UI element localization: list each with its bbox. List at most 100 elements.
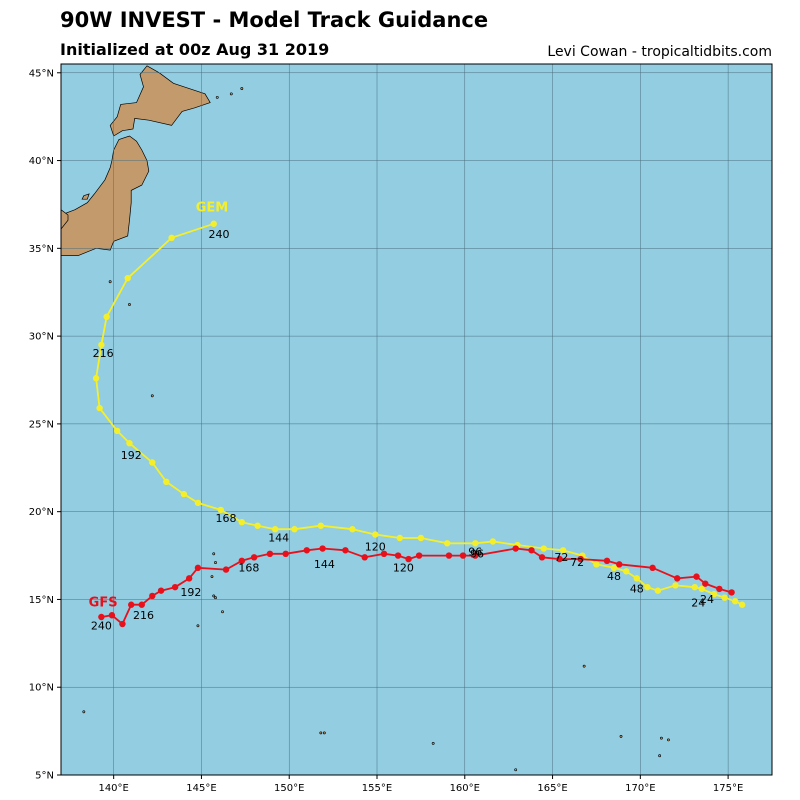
- islet: [514, 768, 518, 772]
- page-title: 90W INVEST - Model Track Guidance: [60, 8, 489, 32]
- gem-forecast-hour-label: 48: [630, 582, 644, 595]
- gem-track-point: [349, 526, 356, 533]
- gfs-model-label: GFS: [89, 595, 118, 610]
- gfs-track-point: [157, 587, 165, 594]
- islet: [322, 731, 326, 735]
- gem-forecast-hour-label: 24: [691, 596, 705, 609]
- gfs-forecast-hour-label: 96: [470, 547, 484, 560]
- land-polygon: [61, 209, 69, 230]
- islet: [319, 731, 323, 735]
- credit-text: Levi Cowan - tropicaltidbits.com: [547, 44, 772, 60]
- islet: [667, 738, 670, 742]
- gem-track-point: [623, 568, 630, 575]
- gfs-track-point: [266, 550, 274, 557]
- gem-forecast-hour-label: 216: [93, 347, 114, 360]
- x-tick-label: 160°E: [450, 783, 480, 794]
- gfs-forecast-hour-label: 48: [607, 570, 621, 583]
- gfs-track-point: [149, 592, 156, 600]
- x-tick-label: 140°E: [98, 783, 128, 794]
- gem-track-point: [168, 234, 175, 241]
- gem-track-point: [610, 564, 618, 572]
- gfs-forecast-hour-label: 24: [700, 593, 714, 606]
- gfs-track-point: [556, 555, 563, 563]
- gem-track-point: [194, 499, 202, 507]
- gfs-track-point: [138, 601, 145, 608]
- gem-track-point: [113, 427, 121, 435]
- islet: [210, 575, 214, 579]
- gem-forecast-hour-label: 120: [365, 540, 386, 553]
- gfs-forecast-hour-label: 216: [133, 609, 154, 622]
- gfs-forecast-hour-label: 192: [180, 586, 201, 599]
- gfs-track-point: [649, 564, 656, 572]
- gem-track-point: [559, 547, 567, 554]
- y-tick-label: 5°N: [35, 771, 54, 782]
- gfs-track-point: [171, 583, 179, 591]
- init-time-subtitle: Initialized at 00z Aug 31 2019: [60, 40, 330, 59]
- x-tick-label: 150°E: [274, 783, 304, 794]
- islet: [582, 664, 586, 668]
- gfs-track-point: [342, 547, 349, 554]
- gem-track-point: [593, 561, 600, 568]
- islet: [214, 596, 217, 600]
- gem-track-point: [103, 313, 110, 320]
- gem-track-point: [633, 575, 641, 582]
- islet: [221, 610, 224, 614]
- gem-model-label: GEM: [196, 200, 229, 215]
- gfs-track-point: [459, 552, 467, 559]
- islet: [82, 710, 86, 714]
- gem-track-point: [271, 526, 279, 533]
- gfs-track-point: [394, 552, 402, 559]
- islet: [658, 754, 662, 758]
- islet: [108, 280, 112, 284]
- gfs-track-point: [222, 566, 230, 573]
- track-layer: [92, 220, 746, 628]
- map-frame: [60, 63, 773, 776]
- gfs-track-point: [361, 554, 368, 561]
- gfs-track-point: [98, 613, 105, 621]
- gem-forecast-hour-label: 144: [268, 532, 289, 545]
- y-tick-label: 35°N: [29, 244, 54, 255]
- gem-track-point: [472, 540, 479, 547]
- gem-track-point: [691, 583, 698, 591]
- gem-track-point: [644, 583, 651, 591]
- land-polygon: [81, 193, 90, 200]
- gfs-track-point: [194, 564, 202, 572]
- gem-forecast-hour-label: 168: [216, 512, 237, 525]
- y-tick-label: 20°N: [29, 507, 54, 518]
- islet: [660, 736, 663, 740]
- gfs-track-point: [250, 554, 258, 561]
- gem-track-point: [254, 522, 261, 529]
- gfs-forecast-hour-label: 240: [91, 619, 112, 632]
- islet: [431, 742, 435, 745]
- y-tick-label: 40°N: [29, 156, 54, 167]
- track-label-layer: 24487296120144168192216240GEM24487296120…: [89, 200, 714, 632]
- gem-track-point: [698, 585, 705, 593]
- gem-track-point: [444, 540, 451, 547]
- x-tick-label: 145°E: [186, 783, 216, 794]
- gfs-track-point: [472, 552, 479, 559]
- gfs-track-point: [693, 573, 700, 580]
- gfs-track-point: [603, 557, 611, 565]
- x-tick-label: 165°E: [537, 783, 567, 794]
- gem-track-point: [317, 522, 325, 529]
- gfs-track-point: [538, 554, 546, 561]
- x-tick-label: 155°E: [362, 783, 392, 794]
- islet: [215, 95, 219, 99]
- gem-track-point: [291, 526, 298, 533]
- gem-track-point: [396, 534, 404, 542]
- gfs-track-point: [319, 545, 326, 552]
- gem-track-point: [126, 440, 133, 447]
- islet: [212, 594, 216, 598]
- gfs-track-point: [528, 547, 535, 554]
- gfs-track-point: [380, 550, 388, 557]
- gfs-forecast-hour-label: 144: [314, 558, 335, 571]
- gfs-track-point: [128, 601, 135, 608]
- gfs-track-point: [119, 620, 126, 628]
- gfs-track-point: [108, 612, 116, 619]
- y-tick-label: 10°N: [29, 683, 54, 694]
- gem-forecast-hour-label: 72: [554, 551, 568, 564]
- gem-track-point: [149, 459, 156, 466]
- land-layer: [61, 65, 670, 772]
- gem-track-point: [721, 594, 728, 601]
- gfs-track-point: [716, 585, 723, 593]
